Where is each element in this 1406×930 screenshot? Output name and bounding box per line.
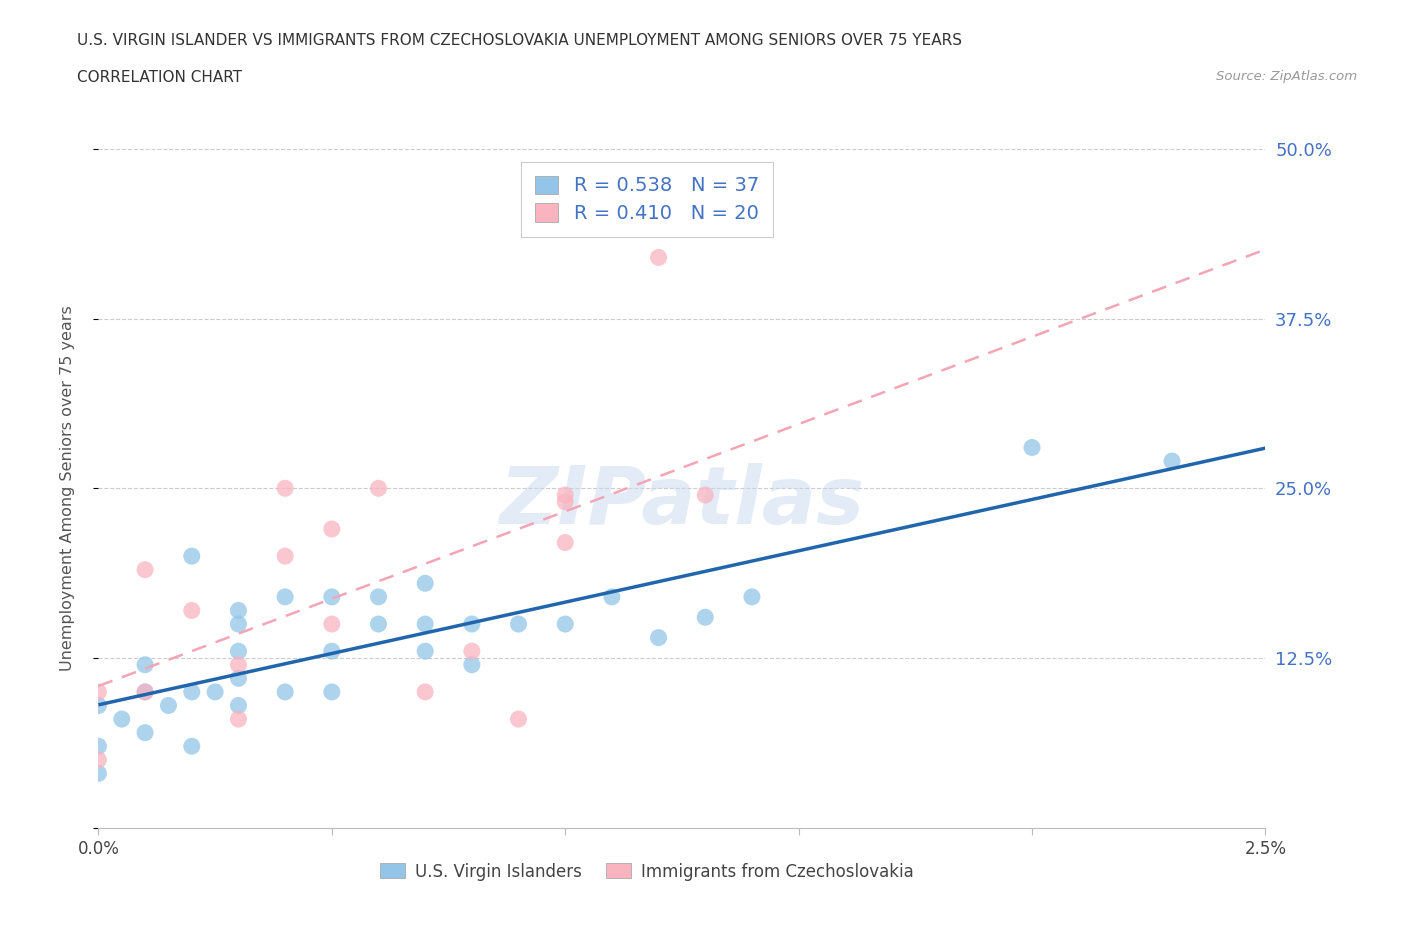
Point <box>508 617 530 631</box>
Point <box>87 766 110 781</box>
Point <box>134 684 156 699</box>
Point <box>461 644 484 658</box>
Point <box>413 684 436 699</box>
Point <box>87 698 110 713</box>
Point <box>647 250 669 265</box>
Point <box>180 684 202 699</box>
Y-axis label: Unemployment Among Seniors over 75 years: Unemployment Among Seniors over 75 years <box>60 305 75 671</box>
Point <box>134 725 156 740</box>
Point <box>321 522 343 537</box>
Point <box>180 603 202 618</box>
Point <box>367 481 389 496</box>
Point <box>111 711 134 726</box>
Point <box>554 487 576 502</box>
Point <box>87 752 110 767</box>
Point <box>228 644 250 658</box>
Point <box>508 711 530 726</box>
Legend: U.S. Virgin Islanders, Immigrants from Czechoslovakia: U.S. Virgin Islanders, Immigrants from C… <box>373 856 921 887</box>
Point <box>741 590 763 604</box>
Point <box>367 590 389 604</box>
Point <box>228 658 250 672</box>
Point <box>461 617 484 631</box>
Text: CORRELATION CHART: CORRELATION CHART <box>77 70 242 85</box>
Point <box>180 549 202 564</box>
Point <box>554 495 576 510</box>
Point <box>413 617 436 631</box>
Point <box>180 738 202 753</box>
Point <box>461 658 484 672</box>
Point <box>228 671 250 685</box>
Point <box>1161 454 1184 469</box>
Point <box>228 603 250 618</box>
Point <box>87 684 110 699</box>
Point <box>228 698 250 713</box>
Point <box>204 684 226 699</box>
Point <box>695 610 717 625</box>
Point <box>321 590 343 604</box>
Point <box>134 563 156 578</box>
Point <box>695 487 717 502</box>
Text: U.S. VIRGIN ISLANDER VS IMMIGRANTS FROM CZECHOSLOVAKIA UNEMPLOYMENT AMONG SENIOR: U.S. VIRGIN ISLANDER VS IMMIGRANTS FROM … <box>77 33 962 47</box>
Point <box>554 617 576 631</box>
Point <box>1021 440 1043 455</box>
Point <box>134 684 156 699</box>
Point <box>321 644 343 658</box>
Point <box>600 590 623 604</box>
Point <box>647 631 669 645</box>
Text: Source: ZipAtlas.com: Source: ZipAtlas.com <box>1216 70 1357 83</box>
Point <box>554 535 576 550</box>
Point <box>228 711 250 726</box>
Point <box>228 617 250 631</box>
Point <box>274 590 297 604</box>
Point <box>321 684 343 699</box>
Point <box>367 617 389 631</box>
Point <box>87 738 110 753</box>
Point <box>134 658 156 672</box>
Point <box>274 549 297 564</box>
Point <box>413 644 436 658</box>
Point <box>321 617 343 631</box>
Text: ZIPatlas: ZIPatlas <box>499 463 865 541</box>
Point <box>413 576 436 591</box>
Point <box>274 481 297 496</box>
Point <box>274 684 297 699</box>
Point <box>157 698 180 713</box>
